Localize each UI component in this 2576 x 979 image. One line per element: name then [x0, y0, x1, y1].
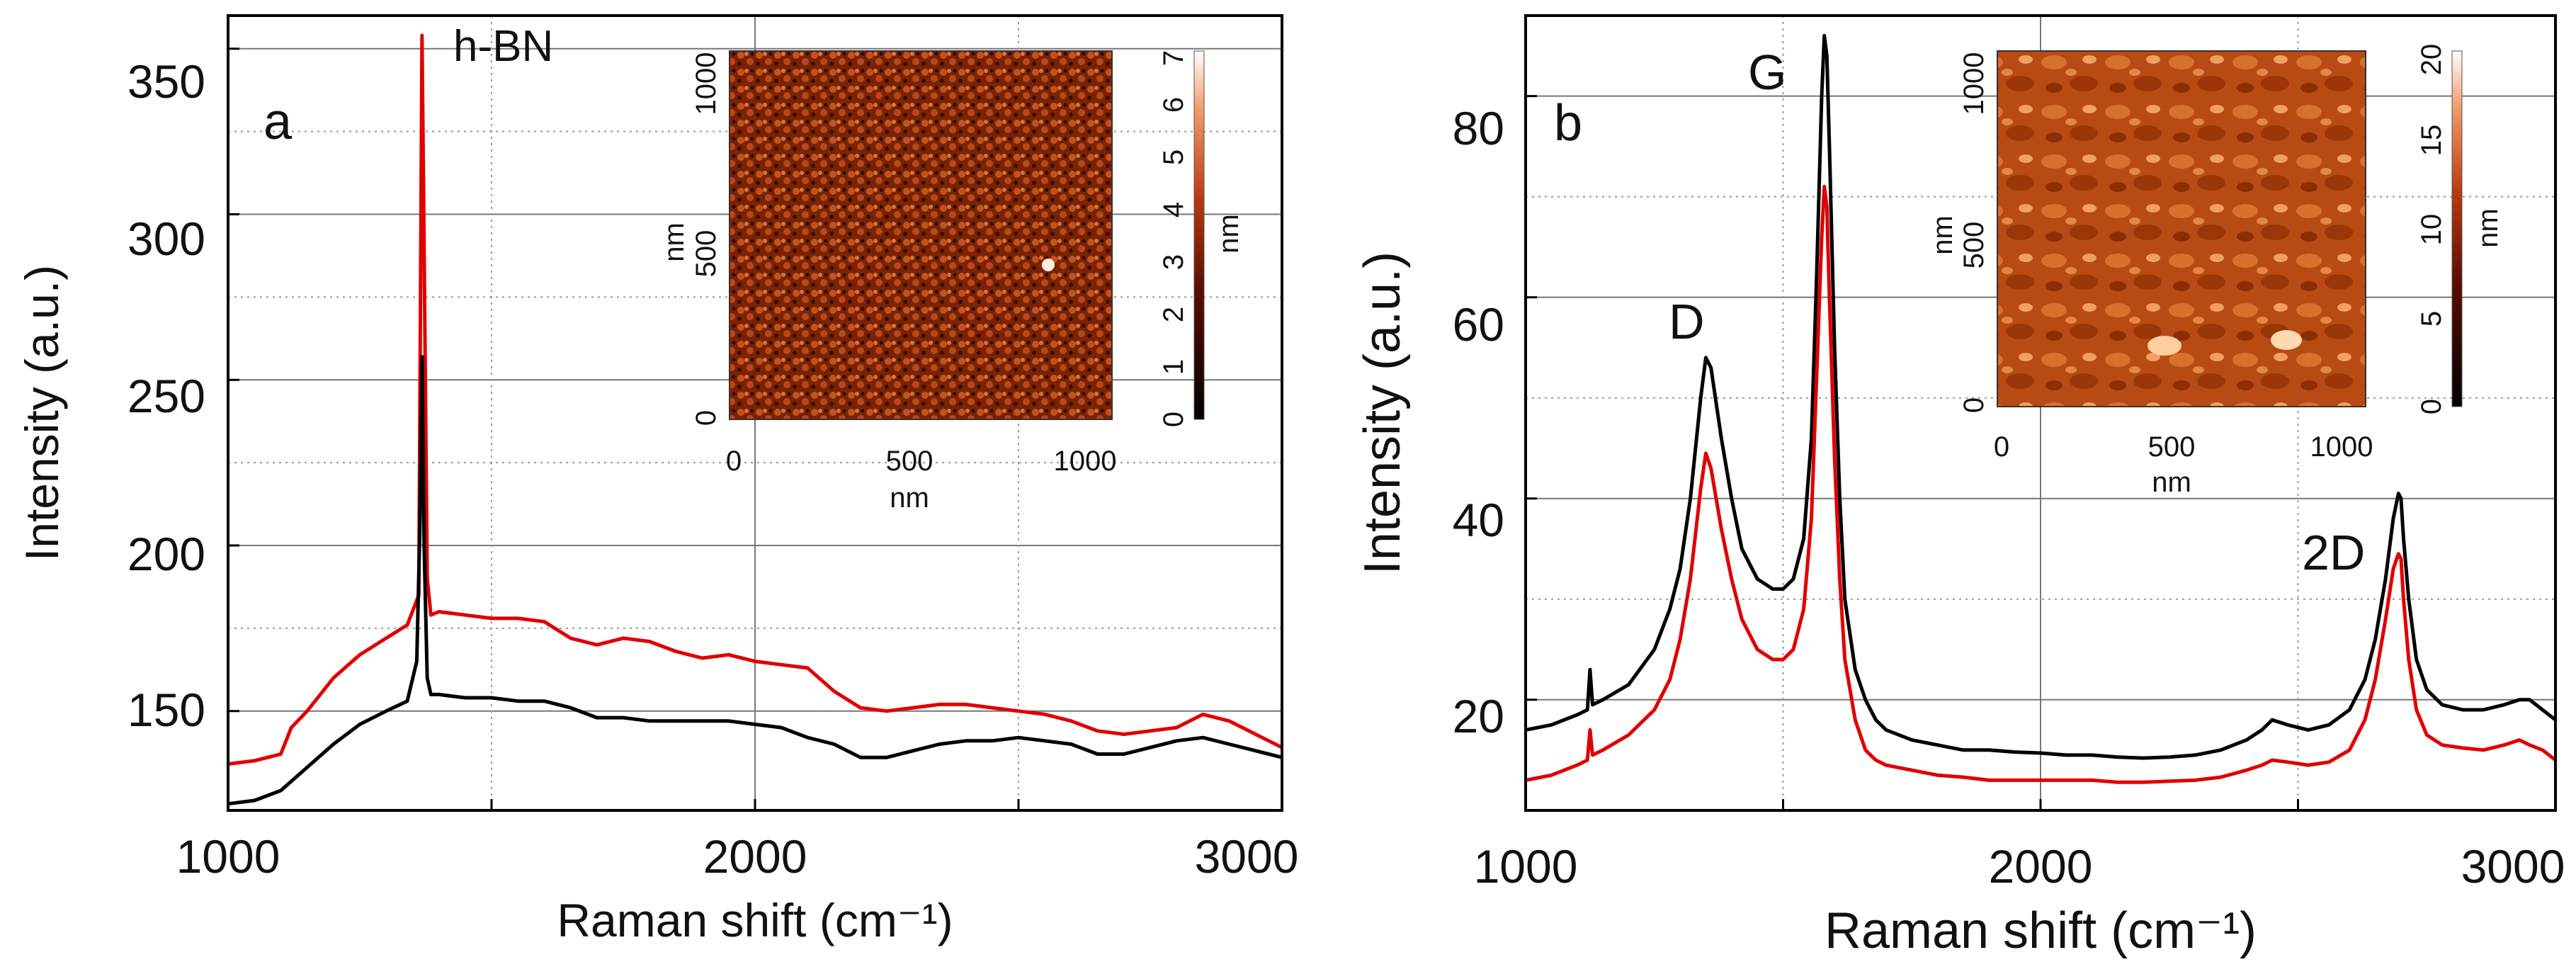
panel-b-ytick-20: 20	[1453, 690, 1504, 742]
panel-a-ytick-250: 250	[127, 370, 205, 422]
panel-a-xtick-1000: 1000	[176, 830, 280, 883]
panel-b-inset-xtick-0: 0	[1994, 431, 2009, 463]
panel-b-afm-bright-grain	[2271, 330, 2302, 350]
panel-b-series-red	[1525, 184, 2557, 784]
panel-a-x-axis-label: Raman shift (cm⁻¹)	[557, 894, 953, 946]
panel-b-xtick-2000: 2000	[1989, 840, 2093, 893]
panel-a-ytick-300: 300	[127, 213, 205, 265]
panel-a-colorbar-tick-6: 6	[1158, 97, 1189, 113]
panel-a-label: a	[263, 94, 293, 150]
panel-a-colorbar-label: nm	[1213, 214, 1244, 254]
panel-a-axis-ticks	[228, 47, 1020, 810]
panel-b-colorbar-label: nm	[2473, 208, 2504, 248]
panel-a-colorbar-tick-0: 0	[1158, 412, 1189, 427]
panel-a-inset-ytick-0: 0	[691, 410, 722, 426]
panel-a-colorbar-tick-5: 5	[1158, 149, 1189, 165]
panel-a-annotation-hbn: h-BN	[453, 22, 553, 71]
panel-b-colorbar-tick-20: 20	[2416, 44, 2447, 76]
panel-b-colorbar-tick-5: 5	[2416, 311, 2447, 327]
panel-b-annotation-g: G	[1748, 45, 1786, 100]
panel-a-inset-ytick-1000: 1000	[691, 52, 722, 115]
panel-b-afm-inset: 0 500 1000 nm 0 500 1000 nm 0 5 10 15 20…	[1927, 44, 2504, 498]
panel-a-colorbar-tick-3: 3	[1158, 254, 1189, 270]
panel-b-afm-bright-grain	[2147, 336, 2181, 356]
panel-a-y-axis-label: Intensity (a.u.)	[16, 265, 68, 561]
panel-b-colorbar	[2451, 50, 2463, 407]
panel-a-inset-xtick-500: 500	[886, 446, 934, 477]
panel-b-y-axis-label: Intensity (a.u.)	[1354, 251, 1411, 575]
panel-a-colorbar	[1193, 50, 1205, 420]
panel-b-inset-xlabel: nm	[2152, 467, 2191, 498]
panel-b-series	[1525, 33, 2557, 784]
panel-a-afm-bright-spot	[1042, 259, 1055, 271]
panel-b-x-axis-label: Raman shift (cm⁻¹)	[1825, 902, 2257, 959]
panel-a-afm-inset: 0 500 1000 nm 0 500 1000 nm 0 1 2 3 4 5 …	[659, 50, 1244, 514]
panel-a-series-red	[227, 33, 1283, 766]
panel-a-series-black	[227, 355, 1283, 806]
panel-a-colorbar-tick-4: 4	[1158, 202, 1189, 217]
panel-a-ytick-200: 200	[127, 528, 205, 580]
panel-a-ytick-150: 150	[127, 684, 205, 736]
panel-b-colorbar-tick-15: 15	[2416, 125, 2447, 157]
panel-b-chart: 20 40 60 80 1000 2000 3000 Raman shift (…	[1354, 14, 2565, 959]
panel-b-series-black	[1525, 33, 2557, 760]
panel-a-colorbar-tick-1: 1	[1158, 359, 1189, 375]
panel-b-inset-ytick-1000: 1000	[1958, 52, 1990, 115]
panel-b-annotation-2d: 2D	[2302, 525, 2365, 580]
panel-b-afm-image	[1997, 50, 2366, 407]
panel-b-colorbar-tick-10: 10	[2416, 214, 2447, 246]
panel-b-xtick-1000: 1000	[1474, 840, 1578, 893]
panel-b-inset-ytick-500: 500	[1958, 222, 1990, 269]
panel-a-inset-xtick-0: 0	[726, 446, 742, 477]
panel-b-ytick-40: 40	[1453, 494, 1504, 546]
panel-b-label: b	[1554, 95, 1582, 152]
panel-a-xtick-2000: 2000	[703, 830, 807, 883]
panel-b-annotation-d: D	[1669, 294, 1705, 349]
panel-b-inset-ytick-0: 0	[1958, 397, 1990, 413]
panel-a-inset-xtick-1000: 1000	[1054, 446, 1117, 477]
panel-a-afm-image	[729, 50, 1113, 420]
panel-b-colorbar-tick-0: 0	[2416, 399, 2447, 414]
panel-b-ytick-60: 60	[1453, 298, 1504, 351]
panel-a-colorbar-tick-2: 2	[1158, 307, 1189, 322]
panel-b-ytick-80: 80	[1453, 102, 1504, 154]
panel-a-chart: 150 200 250 300 350 1000 2000 3000 Raman…	[16, 14, 1299, 946]
panel-b-inset-xtick-1000: 1000	[2310, 431, 2373, 463]
panel-b-xtick-3000: 3000	[2461, 840, 2565, 893]
panel-a-ytick-350: 350	[127, 55, 205, 108]
panel-a-inset-ylabel: nm	[659, 222, 690, 262]
panel-b-axis-ticks	[1526, 95, 2299, 810]
panel-a-series	[227, 33, 1283, 806]
panel-a-inset-ytick-500: 500	[691, 230, 722, 278]
panel-a-colorbar-tick-7: 7	[1158, 50, 1189, 66]
panel-b-inset-ylabel: nm	[1927, 215, 1958, 255]
panel-b-inset-xtick-500: 500	[2148, 431, 2196, 463]
panel-a-xtick-3000: 3000	[1195, 830, 1299, 883]
panel-a-inset-xlabel: nm	[890, 482, 929, 514]
